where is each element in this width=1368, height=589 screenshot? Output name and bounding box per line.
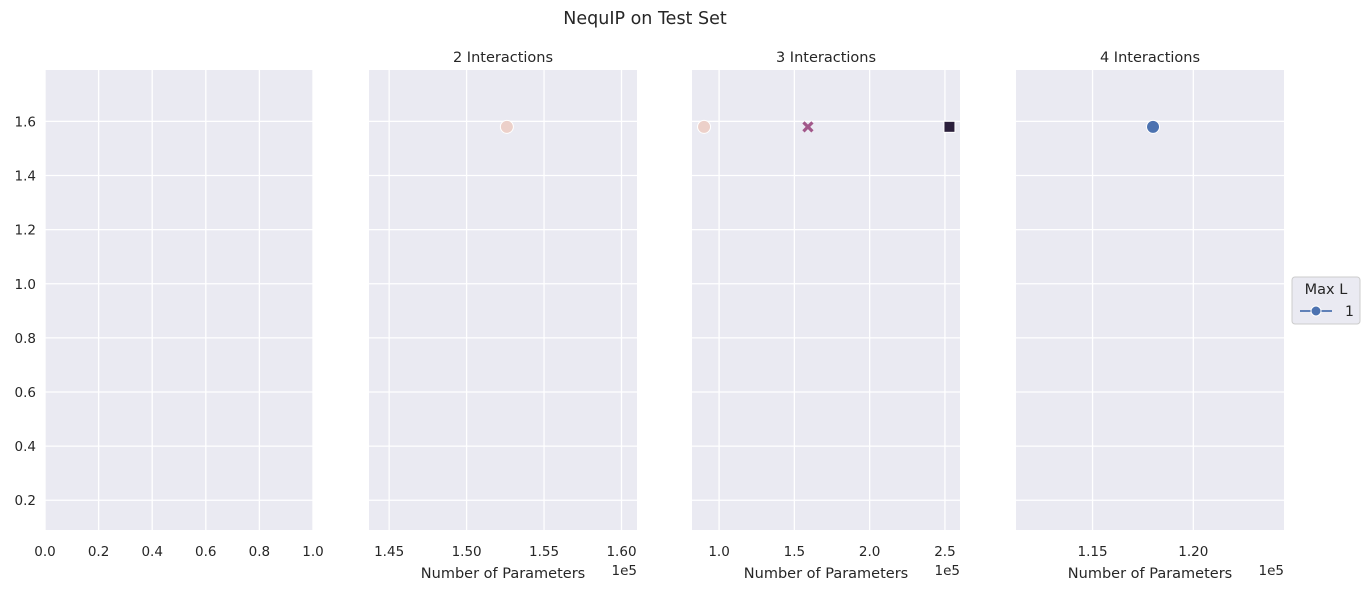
- x-tick-label: 0.0: [34, 544, 55, 560]
- plot-area: [1016, 70, 1284, 530]
- x-tick-label: 0.6: [195, 544, 216, 560]
- x-axis-label: Number of Parameters: [421, 566, 585, 582]
- x-axis-label: Number of Parameters: [744, 566, 908, 582]
- figure-title: NequIP on Test Set: [563, 9, 727, 29]
- y-tick-label: 0.6: [15, 385, 36, 401]
- x-tick-label: 2.5: [934, 544, 955, 560]
- x-tick-label: 1.55: [529, 544, 559, 560]
- facet-panel-3: 1.0 1.5 2.0 2.5 3 Interactions Number of Para…: [692, 50, 960, 582]
- legend-frame: [1291, 276, 1361, 325]
- x-tick-label: 2.0: [859, 544, 880, 560]
- x-offset-label: 1e5: [935, 563, 960, 579]
- x-tick-label: 1.0: [708, 544, 729, 560]
- data-point-circle: [1146, 119, 1161, 134]
- x-offset-label: 1e5: [612, 563, 637, 579]
- facet-panel-4: 1.15 1.20 4 Interactions Number of Paramete…: [1016, 50, 1284, 582]
- legend-dot-marker: [1310, 305, 1322, 317]
- data-point-x: [802, 121, 814, 133]
- x-axis-label: Number of Parameters: [1068, 566, 1232, 582]
- x-tick-label: 1.20: [1178, 544, 1208, 560]
- legend-entry-label: 1: [1345, 304, 1354, 320]
- x-tick-label: 1.5: [784, 544, 805, 560]
- x-marker-stroke: [802, 121, 814, 133]
- panel-title: 3 Interactions: [776, 50, 876, 66]
- x-tick-label: 1.50: [452, 544, 482, 560]
- panel-title: 4 Interactions: [1100, 50, 1200, 66]
- y-tick-label: 1.2: [15, 223, 36, 239]
- data-point-circle: [697, 119, 712, 134]
- x-tick-label: 1.0: [302, 544, 323, 560]
- x-tick-label: 1.60: [606, 544, 636, 560]
- y-tick-label: 1.4: [15, 169, 36, 185]
- x-tick-label: 0.2: [88, 544, 109, 560]
- data-point-square: [943, 120, 956, 133]
- x-tick-label: 0.8: [249, 544, 270, 560]
- legend-title: Max L: [1305, 282, 1348, 298]
- facet-panel-1: 0.0 0.2 0.4 0.6 0.8 1.0 0.2 0.4 0.6 0.8 1.0 1.2 1.4 1…: [15, 70, 324, 560]
- x-tick-label: 1.45: [374, 544, 404, 560]
- y-tick-label: 1.0: [15, 277, 36, 293]
- x-tick-label: 1.15: [1078, 544, 1108, 560]
- y-tick-label: 0.8: [15, 331, 36, 347]
- legend: Max L 1: [1291, 276, 1361, 325]
- plot-area: [369, 70, 637, 530]
- plot-area: [45, 70, 313, 530]
- y-tick-label: 1.6: [15, 114, 36, 130]
- y-tick-label: 0.2: [15, 493, 36, 509]
- data-point-circle: [499, 119, 514, 134]
- plot-area: [692, 70, 960, 530]
- y-tick-label: 0.4: [15, 439, 36, 455]
- x-tick-label: 0.4: [141, 544, 162, 560]
- facet-panel-2: 1.45 1.50 1.55 1.60 2 Interactions Number of …: [369, 50, 637, 582]
- x-offset-label: 1e5: [1259, 563, 1284, 579]
- panel-title: 2 Interactions: [453, 50, 553, 66]
